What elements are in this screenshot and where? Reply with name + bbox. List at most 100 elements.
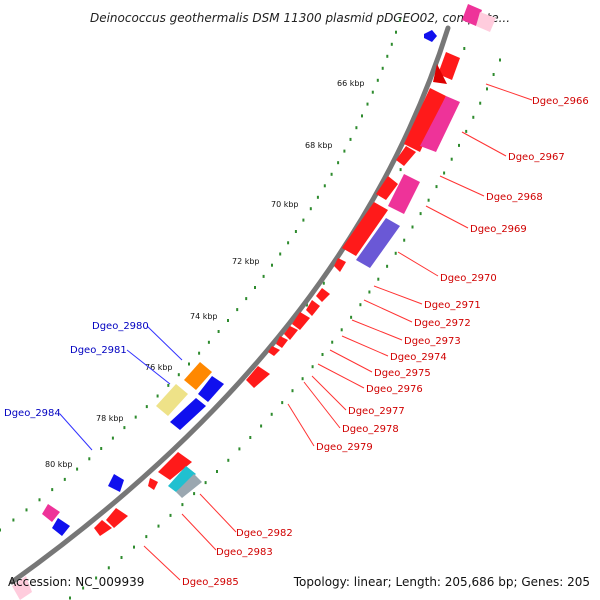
scale-tick-dot	[309, 207, 312, 211]
gene-feature[interactable]	[276, 336, 288, 348]
scale-tick-dot	[311, 365, 314, 369]
scale-label-78: 78 kbp	[96, 414, 124, 423]
scale-tick-dot	[133, 545, 135, 549]
scale-tick-dot	[38, 498, 41, 502]
gene-label[interactable]: Dgeo_2974	[390, 352, 447, 363]
gene-feature[interactable]	[108, 474, 124, 492]
gene-label[interactable]: Dgeo_2969	[470, 224, 527, 235]
gene-feature[interactable]	[404, 88, 446, 152]
gene-feature[interactable]	[170, 398, 206, 430]
scale-labels: 66 kbp 68 kbp 70 kbp 72 kbp 74 kbp 76 kb…	[45, 79, 365, 469]
scale-tick-dot	[486, 87, 488, 91]
gene-label[interactable]: Dgeo_2979	[316, 442, 373, 453]
gene-label[interactable]: Dgeo_2967	[508, 152, 565, 163]
gene-feature[interactable]	[292, 312, 310, 330]
gene-label[interactable]: Dgeo_2976	[366, 384, 423, 395]
gene-label[interactable]: Dgeo_2970	[440, 273, 497, 284]
scale-tick-dot	[371, 90, 374, 94]
gene-feature[interactable]	[316, 288, 330, 302]
scale-tick-dot	[123, 426, 126, 430]
scale-tick-dot	[188, 362, 190, 366]
gene-feature[interactable]	[246, 366, 270, 388]
gene-feature[interactable]	[356, 218, 400, 268]
gene-feature[interactable]	[433, 64, 447, 84]
gene-feature[interactable]	[106, 508, 128, 528]
gene-feature[interactable]	[396, 146, 416, 166]
scale-tick-dot	[262, 274, 265, 278]
gene-label[interactable]: Dgeo_2973	[404, 336, 461, 347]
gene-feature[interactable]	[158, 452, 192, 480]
gene-feature[interactable]	[184, 362, 212, 390]
scale-tick-dot	[386, 54, 389, 58]
scale-tick-dot	[249, 436, 252, 439]
summary-text: Topology: linear; Length: 205,686 bp; Ge…	[293, 575, 590, 589]
gene-label[interactable]: Dgeo_2966	[532, 96, 589, 107]
gene-feature[interactable]	[94, 520, 112, 536]
scale-tick-dot	[359, 303, 362, 307]
gene-feature[interactable]	[334, 258, 346, 272]
scale-tick-dot	[287, 241, 290, 245]
gene-feature[interactable]	[388, 174, 420, 214]
scale-tick-dot	[305, 303, 308, 307]
scale-tick-dot	[316, 195, 319, 199]
scale-tick-dot	[167, 383, 170, 387]
gene-features	[12, 4, 496, 600]
gene-feature[interactable]	[268, 346, 280, 356]
gene-feature[interactable]	[376, 176, 398, 200]
gene-feature[interactable]	[198, 376, 224, 402]
gene-feature[interactable]	[476, 12, 496, 32]
gene-label[interactable]: Dgeo_2980	[92, 321, 149, 332]
scale-tick-dot	[111, 436, 114, 440]
gene-feature[interactable]	[424, 30, 437, 42]
gene-label[interactable]: Dgeo_2972	[414, 318, 471, 329]
scale-tick-dot	[411, 225, 414, 229]
gene-label[interactable]: Dgeo_2968	[486, 192, 543, 203]
scale-tick-dot	[427, 198, 430, 202]
scale-tick-dot	[458, 143, 460, 147]
gene-label[interactable]: Dgeo_2981	[70, 345, 127, 356]
scale-tick-dot	[227, 319, 229, 322]
scale-tick-dot	[120, 556, 123, 559]
gene-feature[interactable]	[12, 576, 32, 600]
gene-feature[interactable]	[156, 384, 188, 416]
gene-label[interactable]: Dgeo_2985	[182, 577, 239, 588]
gene-feature[interactable]	[438, 52, 460, 80]
scale-label-70: 70 kbp	[271, 200, 299, 209]
scale-tick-dot	[254, 286, 256, 289]
gene-feature[interactable]	[168, 466, 196, 492]
scale-label-72: 72 kbp	[232, 257, 260, 266]
gene-feature[interactable]	[176, 474, 202, 498]
gene-feature[interactable]	[52, 518, 70, 536]
scale-tick-dot	[236, 308, 239, 312]
gene-label[interactable]: Dgeo_2971	[424, 300, 481, 311]
gene-feature[interactable]	[462, 4, 482, 26]
scale-tick-dot	[337, 161, 340, 165]
gene-feature[interactable]	[42, 504, 60, 522]
scale-tick-dot	[472, 115, 475, 119]
scale-tick-dot	[492, 73, 495, 76]
gene-label[interactable]: Dgeo_2982	[236, 528, 293, 539]
scale-tick-dot	[399, 18, 401, 22]
scale-tick-dot	[331, 340, 334, 344]
gene-label[interactable]: Dgeo_2978	[342, 424, 399, 435]
gene-feature[interactable]	[342, 202, 388, 256]
gene-feature[interactable]	[148, 478, 158, 490]
gene-feature[interactable]	[420, 96, 460, 152]
gene-feature[interactable]	[306, 300, 320, 316]
gene-label[interactable]: Dgeo_2975	[374, 368, 431, 379]
scale-tick-dot	[323, 184, 326, 188]
scale-tick-dot	[463, 47, 466, 50]
gene-label[interactable]: Dgeo_2984	[4, 408, 61, 419]
scale-tick-dot	[238, 447, 241, 451]
scale-tick-dot	[381, 66, 384, 70]
gene-label[interactable]: Dgeo_2983	[216, 547, 273, 558]
gene-label[interactable]: Dgeo_2977	[348, 406, 405, 417]
scale-tick-dot	[368, 290, 371, 294]
scale-tick-dot	[217, 330, 220, 333]
right-gene-labels: Dgeo_2966 Dgeo_2967 Dgeo_2968 Dgeo_2969 …	[182, 96, 589, 588]
gene-feature[interactable]	[284, 326, 298, 340]
scale-tick-dot	[260, 424, 263, 428]
scale-tick-dot	[386, 264, 389, 268]
scale-tick-dot	[25, 508, 28, 512]
scale-tick-dot	[390, 42, 393, 46]
